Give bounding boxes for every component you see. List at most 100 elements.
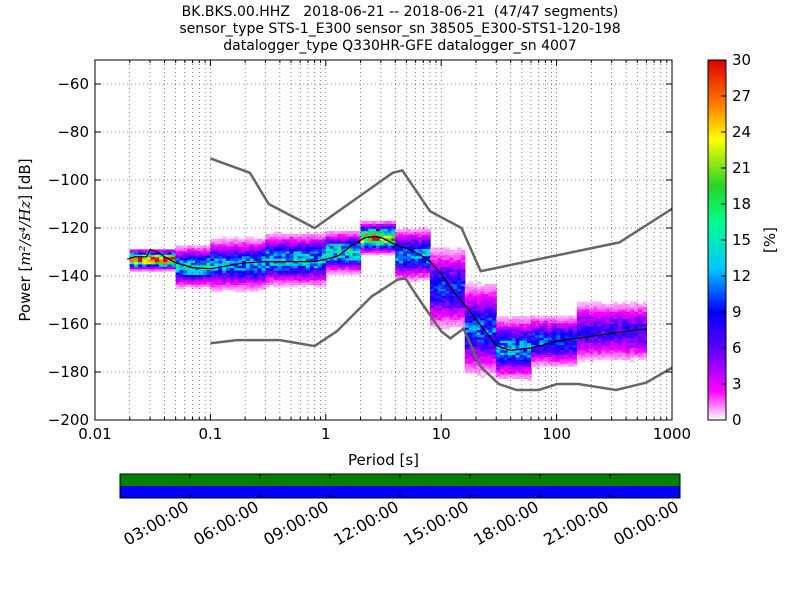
density-cell — [511, 376, 517, 380]
density-cell — [626, 325, 631, 329]
density-cell — [484, 353, 489, 357]
density-cell — [289, 246, 295, 249]
density-cell — [261, 250, 266, 254]
density-cell — [585, 352, 590, 356]
density-cell — [202, 257, 208, 261]
density-cell — [535, 342, 540, 345]
density-cell — [453, 266, 458, 270]
density-cell — [630, 304, 635, 308]
density-cell — [399, 262, 404, 266]
density-cell — [492, 358, 497, 362]
density-cell — [313, 231, 319, 235]
density-cell — [576, 304, 582, 308]
density-cell — [511, 352, 517, 356]
density-cell — [285, 238, 291, 242]
density-cell — [383, 245, 389, 248]
density-cell — [484, 346, 489, 350]
density-cell — [406, 229, 412, 233]
density-cell — [426, 241, 431, 245]
density-cell — [621, 347, 627, 351]
density-cell — [426, 236, 431, 240]
density-cell — [445, 309, 450, 313]
density-cell — [376, 233, 381, 236]
density-cell — [564, 320, 570, 324]
density-cell — [403, 265, 408, 269]
density-cell — [187, 257, 192, 261]
density-cell — [410, 255, 416, 259]
density-cell — [309, 236, 315, 240]
density-cell — [257, 238, 263, 242]
density-cell — [337, 238, 342, 242]
density-cell — [511, 359, 517, 363]
density-cell — [191, 262, 196, 266]
density-cell — [226, 272, 231, 276]
density-cell — [460, 276, 466, 280]
density-cell — [313, 272, 319, 276]
density-cell — [269, 248, 275, 252]
density-cell — [585, 349, 590, 353]
density-cell — [293, 279, 299, 283]
density-cell — [403, 250, 408, 254]
density-cell — [345, 238, 350, 242]
density-cell — [379, 223, 385, 227]
density-cell — [504, 368, 509, 372]
density-cell — [234, 274, 239, 278]
density-cell — [418, 262, 423, 266]
timeline-tick-label: 06:00:00 — [190, 497, 262, 549]
density-cell — [376, 223, 381, 227]
density-cell — [418, 250, 423, 254]
density-cell — [543, 337, 549, 341]
density-cell — [313, 284, 319, 288]
density-cell — [609, 349, 615, 353]
density-cell — [492, 286, 497, 290]
density-cell — [309, 253, 315, 257]
density-cell — [210, 246, 215, 249]
density-cell — [341, 257, 346, 261]
density-cell — [504, 330, 509, 334]
density-cell — [453, 261, 458, 265]
density-cell — [150, 259, 156, 262]
density-cell — [519, 364, 524, 368]
density-cell — [638, 325, 643, 329]
density-cell — [449, 283, 454, 287]
density-cell — [214, 238, 219, 242]
density-cell — [265, 248, 271, 252]
density-cell — [445, 290, 450, 294]
density-cell — [293, 262, 299, 266]
density-cell — [642, 335, 647, 339]
density-cell — [484, 295, 489, 299]
density-cell — [457, 276, 462, 280]
density-cell — [492, 346, 497, 350]
density-cell — [613, 325, 619, 329]
density-cell — [484, 317, 489, 321]
density-cell — [488, 329, 493, 333]
density-cell — [269, 250, 275, 254]
density-cell — [337, 252, 342, 256]
density-cell — [581, 301, 586, 305]
density-cell — [507, 354, 513, 358]
density-cell — [210, 248, 215, 252]
density-cell — [492, 329, 497, 333]
density-cell — [281, 262, 287, 266]
density-cell — [222, 262, 227, 266]
density-cell — [484, 341, 489, 345]
density-cell — [218, 248, 223, 252]
noise-model-curves — [127, 157, 673, 392]
density-cell — [142, 254, 148, 258]
density-cell — [183, 269, 188, 273]
density-cell — [321, 248, 327, 252]
density-cell — [191, 247, 196, 251]
density-cell — [325, 245, 331, 249]
density-cell — [539, 327, 545, 331]
density-cell — [309, 277, 315, 281]
density-cell — [403, 226, 408, 230]
density-cell — [206, 274, 211, 278]
density-cell — [146, 261, 152, 265]
density-cell — [613, 313, 619, 317]
density-cell — [626, 306, 631, 310]
density-cell — [345, 243, 350, 247]
density-cell — [167, 249, 173, 253]
density-cell — [399, 258, 404, 261]
density-cell — [468, 307, 474, 311]
density-cell — [329, 271, 335, 275]
